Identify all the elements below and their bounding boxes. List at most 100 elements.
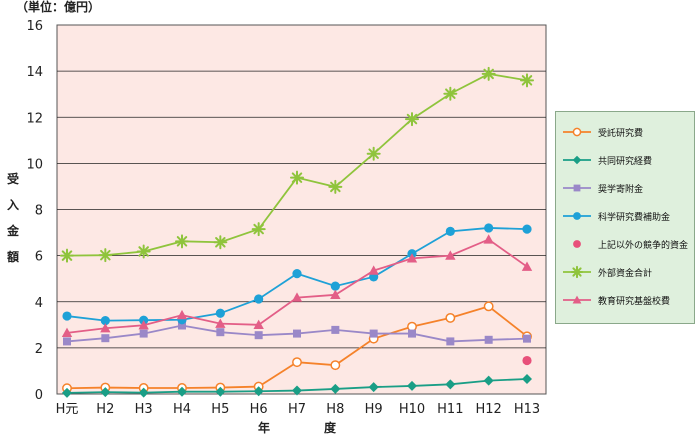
legend: 受託研究費共同研究経費 奨学寄附金科学研究費補助金上記以外の競争的資金 外部資金合計… xyxy=(555,111,695,324)
data-point xyxy=(291,292,303,302)
data-point xyxy=(408,329,416,338)
x-tick-label: H5 xyxy=(211,402,229,417)
legend-label: 上記以外の競争的資金 xyxy=(598,240,689,251)
y-axis-label-char: 金 xyxy=(6,224,19,238)
data-point xyxy=(61,327,73,338)
x-tick-label: H2 xyxy=(96,402,114,417)
data-point xyxy=(483,375,494,386)
data-point xyxy=(215,318,226,328)
y-tick-label: 4 xyxy=(35,296,43,311)
legend-label: 奨学寄附金 xyxy=(598,184,644,195)
x-axis-label-part: 度 xyxy=(324,421,337,435)
data-point xyxy=(572,295,582,304)
data-point xyxy=(98,248,113,263)
data-point xyxy=(445,226,455,237)
data-point xyxy=(445,250,456,260)
data-point xyxy=(330,281,340,291)
data-point xyxy=(446,337,455,346)
x-tick-label: H元 xyxy=(56,402,79,417)
y-axis-label-char: 受 xyxy=(6,172,19,186)
x-tick-label: H3 xyxy=(135,402,153,417)
legend-swatch xyxy=(563,295,591,304)
data-point xyxy=(523,334,531,343)
data-point xyxy=(522,355,532,366)
legend-item: 科学研究費補助金 xyxy=(562,208,670,224)
x-tick-label: H4 xyxy=(173,402,191,417)
legend-item: 奨学寄附金 xyxy=(562,180,643,196)
data-point xyxy=(406,253,418,263)
x-tick-label: H6 xyxy=(250,402,268,417)
data-point xyxy=(368,265,379,275)
x-tick-label: H10 xyxy=(399,402,425,417)
data-point xyxy=(213,235,228,250)
data-point xyxy=(290,170,304,185)
y-tick-label: 16 xyxy=(26,19,43,34)
data-point xyxy=(253,319,264,329)
data-point xyxy=(330,360,341,371)
legend-swatch xyxy=(563,184,591,192)
data-point xyxy=(254,331,263,340)
y-tick-label: 6 xyxy=(35,250,43,265)
data-point xyxy=(292,269,302,279)
legend-label: 共同研究経費 xyxy=(598,156,653,167)
data-point xyxy=(405,112,419,127)
data-point xyxy=(328,179,343,194)
data-point xyxy=(293,329,301,338)
legend-label: 外部資金合計 xyxy=(598,268,653,279)
x-tick-label: H7 xyxy=(288,402,306,417)
data-point xyxy=(445,312,456,323)
data-point xyxy=(175,234,189,249)
data-point xyxy=(136,244,151,259)
data-point xyxy=(253,386,264,397)
legend-swatch xyxy=(563,127,591,137)
data-point xyxy=(100,387,111,398)
data-point xyxy=(138,320,149,330)
legend-label: 科学研究費補助金 xyxy=(598,212,671,223)
data-point xyxy=(484,223,494,233)
data-point xyxy=(573,184,581,192)
data-point xyxy=(366,146,381,161)
data-point xyxy=(330,383,341,394)
legend-label: 受託研究費 xyxy=(598,128,644,139)
data-point xyxy=(330,289,341,299)
data-series xyxy=(60,66,534,398)
gridlines xyxy=(57,70,546,349)
y-tick-label: 14 xyxy=(26,65,43,80)
x-axis-label-part: 年 xyxy=(258,421,271,435)
data-point xyxy=(100,316,110,326)
data-point xyxy=(570,265,584,279)
data-point xyxy=(483,234,494,244)
data-point xyxy=(445,379,456,390)
data-point xyxy=(177,386,187,397)
data-point xyxy=(176,309,188,320)
data-point xyxy=(572,127,582,137)
legend-label: 教育研究基盤校費 xyxy=(598,296,671,307)
data-point xyxy=(521,261,533,271)
data-point xyxy=(138,387,149,398)
data-point xyxy=(331,325,340,334)
y-tick-label: 8 xyxy=(35,204,43,219)
data-point xyxy=(178,321,186,330)
x-tick-label: H12 xyxy=(476,402,502,417)
x-tick-label: H11 xyxy=(437,402,463,417)
series-group xyxy=(63,321,531,346)
data-point xyxy=(292,357,302,368)
data-point xyxy=(63,337,71,346)
data-point xyxy=(62,387,72,398)
series-group xyxy=(62,374,532,398)
legend-swatch xyxy=(573,240,581,248)
legend-swatch xyxy=(563,265,591,279)
series-group xyxy=(60,66,534,263)
y-tick-label: 0 xyxy=(35,388,43,403)
data-point xyxy=(443,86,458,101)
y-tick-label: 10 xyxy=(26,157,43,172)
y-axis-label-char: 入 xyxy=(6,198,19,212)
x-tick-label: H8 xyxy=(326,402,344,417)
y-tick-label: 12 xyxy=(26,111,43,126)
data-point xyxy=(216,328,225,337)
data-point xyxy=(292,385,302,396)
legend-swatch xyxy=(563,155,591,165)
legend-swatch xyxy=(563,212,591,220)
legend-item: 上記以外の競争的資金 xyxy=(562,236,688,252)
